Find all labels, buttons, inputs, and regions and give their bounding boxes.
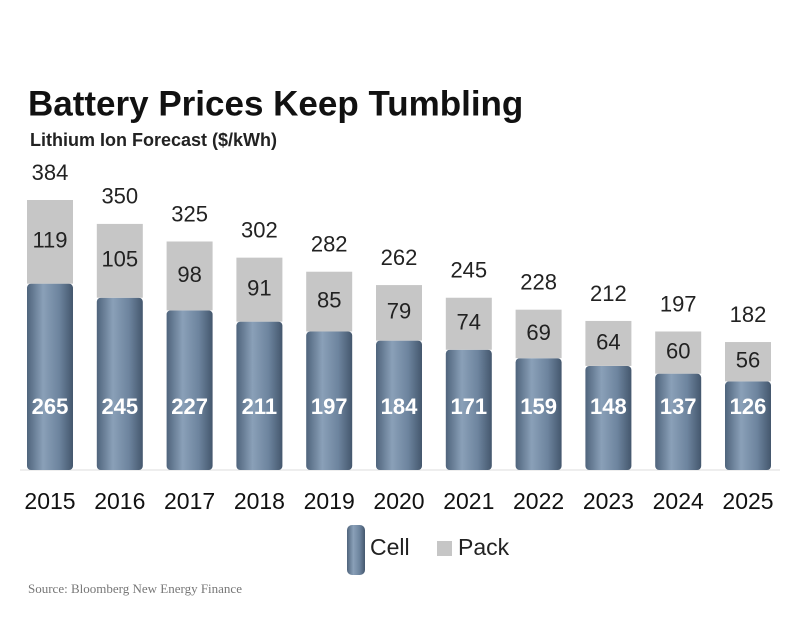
- cell-value-label: 137: [660, 394, 697, 419]
- legend-label: Pack: [458, 534, 510, 560]
- cell-bar: [445, 349, 492, 470]
- x-tick-label: 2017: [164, 488, 215, 514]
- legend: Cell Pack: [347, 525, 510, 575]
- x-tick-label: 2023: [583, 488, 634, 514]
- pack-value-label: 69: [526, 320, 550, 345]
- x-tick-label: 2021: [443, 488, 494, 514]
- chart-subtitle: Lithium Ion Forecast ($/kWh): [30, 130, 277, 150]
- pack-value-label: 64: [596, 329, 620, 354]
- pack-bar: [306, 271, 353, 332]
- total-label: 212: [590, 281, 627, 306]
- pack-bar: [725, 342, 771, 382]
- total-label: 282: [311, 232, 348, 257]
- source-note: Source: Bloomberg New Energy Finance: [28, 581, 242, 596]
- cell-bar: [376, 340, 422, 470]
- pack-bar: [96, 223, 143, 298]
- cell-bar: [585, 365, 632, 470]
- pack-bar: [445, 297, 492, 350]
- cell-value-label: 227: [171, 394, 208, 419]
- total-label: 197: [660, 291, 697, 316]
- total-label: 182: [730, 302, 767, 327]
- pack-value-label: 85: [317, 287, 341, 312]
- cell-value-label: 171: [450, 394, 487, 419]
- pack-bar: [236, 257, 283, 322]
- chart-title: Battery Prices Keep Tumbling: [28, 84, 523, 123]
- x-tick-label: 2016: [94, 488, 145, 514]
- pack-bar: [585, 320, 632, 366]
- pack-value-label: 60: [666, 338, 690, 363]
- legend-cell-swatch: [347, 525, 365, 575]
- cell-value-label: 245: [101, 394, 138, 419]
- cell-value-label: 159: [520, 394, 557, 419]
- x-tick-label: 2025: [722, 488, 773, 514]
- x-tick-label: 2019: [304, 488, 355, 514]
- cell-bar: [166, 310, 213, 470]
- pack-bar: [376, 285, 422, 341]
- pack-bar: [655, 331, 702, 374]
- total-label: 302: [241, 217, 278, 242]
- total-label: 228: [520, 270, 557, 295]
- pack-value-label: 105: [101, 247, 138, 272]
- total-label: 245: [450, 258, 487, 283]
- pack-value-label: 98: [177, 262, 201, 287]
- x-tick-label: 2018: [234, 488, 285, 514]
- pack-bar: [27, 200, 73, 284]
- cell-bar: [236, 321, 283, 470]
- pack-bar: [166, 241, 213, 311]
- pack-bar: [515, 309, 562, 359]
- cell-value-label: 211: [242, 394, 278, 419]
- pack-value-label: 119: [32, 228, 67, 253]
- cell-value-label: 184: [381, 394, 418, 419]
- pack-value-label: 79: [387, 299, 411, 324]
- cell-bar: [655, 373, 702, 470]
- legend-pack-swatch: [437, 541, 452, 556]
- x-tick-label: 2022: [513, 488, 564, 514]
- cell-bar: [306, 331, 353, 470]
- cell-value-label: 265: [32, 394, 69, 419]
- total-label: 262: [381, 245, 418, 270]
- pack-value-label: 91: [247, 275, 271, 300]
- total-label: 325: [171, 201, 208, 226]
- cell-value-label: 126: [730, 394, 767, 419]
- legend-label: Cell: [370, 534, 410, 560]
- pack-value-label: 74: [457, 310, 481, 335]
- cell-bar: [27, 283, 73, 470]
- cell-value-label: 148: [590, 394, 627, 419]
- x-tick-label: 2015: [24, 488, 75, 514]
- cell-value-label: 197: [311, 394, 348, 419]
- x-tick-label: 2024: [653, 488, 704, 514]
- total-label: 384: [32, 160, 69, 185]
- total-label: 350: [101, 184, 138, 209]
- cell-bar: [96, 297, 143, 470]
- pack-value-label: 56: [736, 348, 760, 373]
- cell-bar: [515, 358, 562, 470]
- cell-bar: [725, 381, 771, 470]
- x-tick-label: 2020: [373, 488, 424, 514]
